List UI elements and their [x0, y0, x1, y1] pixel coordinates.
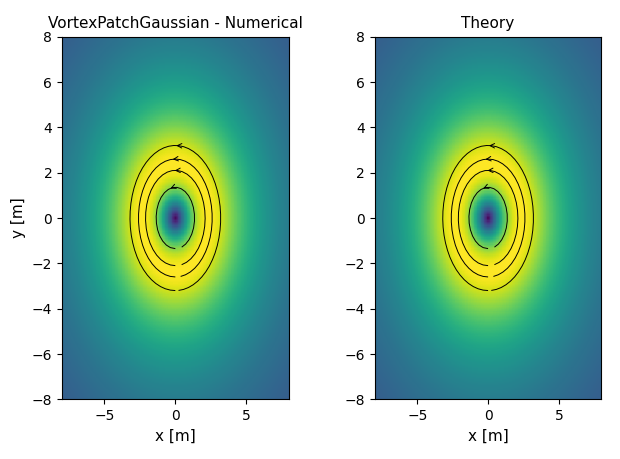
- FancyArrowPatch shape: [176, 168, 180, 173]
- Title: Theory: Theory: [461, 17, 515, 31]
- FancyArrowPatch shape: [489, 168, 493, 173]
- FancyArrowPatch shape: [487, 157, 491, 161]
- X-axis label: x [m]: x [m]: [467, 429, 508, 443]
- X-axis label: x [m]: x [m]: [155, 429, 196, 443]
- FancyArrowPatch shape: [174, 157, 179, 161]
- FancyArrowPatch shape: [177, 144, 182, 148]
- FancyArrowPatch shape: [484, 185, 489, 188]
- FancyArrowPatch shape: [490, 144, 495, 148]
- FancyArrowPatch shape: [171, 185, 176, 188]
- Title: VortexPatchGaussian - Numerical: VortexPatchGaussian - Numerical: [48, 17, 303, 31]
- Y-axis label: y [m]: y [m]: [11, 198, 26, 238]
